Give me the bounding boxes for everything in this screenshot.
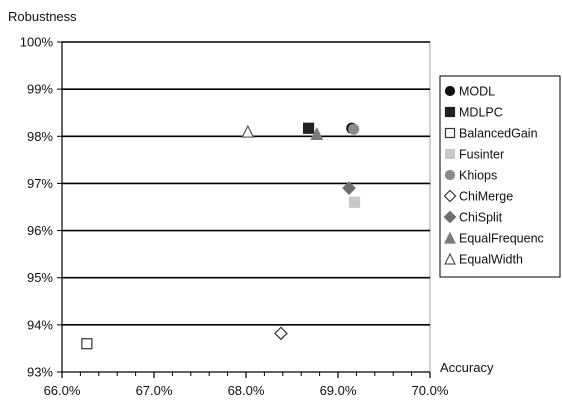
point-khiops bbox=[348, 123, 360, 135]
legend-label-chimerge: ChiMerge bbox=[459, 190, 513, 204]
y-tick-label: 99% bbox=[27, 82, 53, 97]
x-tick-label: 70.0% bbox=[412, 383, 449, 398]
x-tick-label: 68.0% bbox=[228, 383, 265, 398]
y-axis: 93% 94% 95% 96% 97% 98% 99% 100% bbox=[20, 35, 63, 380]
legend-label-modl: MODL bbox=[459, 85, 495, 99]
legend-marker-fusinter bbox=[444, 148, 456, 160]
point-mdlpc bbox=[302, 122, 315, 134]
point-equalwidth bbox=[241, 124, 255, 138]
legend-label-equalwidth: EqualWidth bbox=[459, 253, 523, 267]
y-tick-label: 94% bbox=[27, 317, 53, 332]
y-tick-label: 93% bbox=[27, 365, 53, 380]
legend-label-khiops: Khiops bbox=[459, 169, 497, 183]
x-tick-label: 69.0% bbox=[320, 383, 357, 398]
y-tick-label: 97% bbox=[27, 176, 53, 191]
point-fusinter bbox=[348, 196, 361, 208]
x-axis-label: Accuracy bbox=[440, 360, 494, 375]
plot-area bbox=[61, 41, 431, 373]
legend-label-chisplit: ChiSplit bbox=[459, 211, 503, 225]
legend-marker-equalwidth bbox=[444, 252, 456, 265]
legend-label-mdlpc: MDLPC bbox=[459, 106, 503, 120]
legend-marker-balancedgain bbox=[444, 127, 456, 139]
point-chisplit bbox=[342, 181, 356, 195]
legend-label-balancedgain: BalancedGain bbox=[459, 127, 538, 141]
y-axis-label: Robustness bbox=[8, 9, 77, 24]
x-axis: 66.0% 67.0% 68.0% 69.0% 70.0% bbox=[44, 371, 449, 398]
x-tick-label: 67.0% bbox=[136, 383, 173, 398]
point-balancedgain bbox=[81, 338, 93, 350]
legend-label-equalfrequenc: EqualFrequenc bbox=[459, 232, 544, 246]
legend: MODL MDLPC BalancedGain Fusinter Khiops ChiMe… bbox=[439, 75, 561, 278]
legend-label-fusinter: Fusinter bbox=[459, 148, 504, 162]
data-points bbox=[81, 122, 361, 350]
point-equalfrequenc bbox=[310, 127, 324, 141]
y-tick-label: 98% bbox=[27, 129, 53, 144]
y-tick-label: 96% bbox=[27, 223, 53, 238]
legend-box bbox=[439, 75, 561, 278]
y-tick-label: 95% bbox=[27, 270, 53, 285]
legend-marker-mdlpc bbox=[444, 106, 456, 118]
legend-marker-equalfrequenc bbox=[444, 231, 456, 244]
legend-marker-khiops bbox=[444, 169, 456, 181]
legend-marker-chisplit bbox=[443, 210, 457, 224]
plot-frame bbox=[61, 41, 431, 373]
legend-marker-chimerge bbox=[443, 189, 457, 203]
legend-marker-modl bbox=[444, 85, 456, 97]
point-chimerge bbox=[274, 326, 288, 341]
y-tick-label: 100% bbox=[20, 35, 54, 50]
x-tick-label: 66.0% bbox=[44, 383, 81, 398]
